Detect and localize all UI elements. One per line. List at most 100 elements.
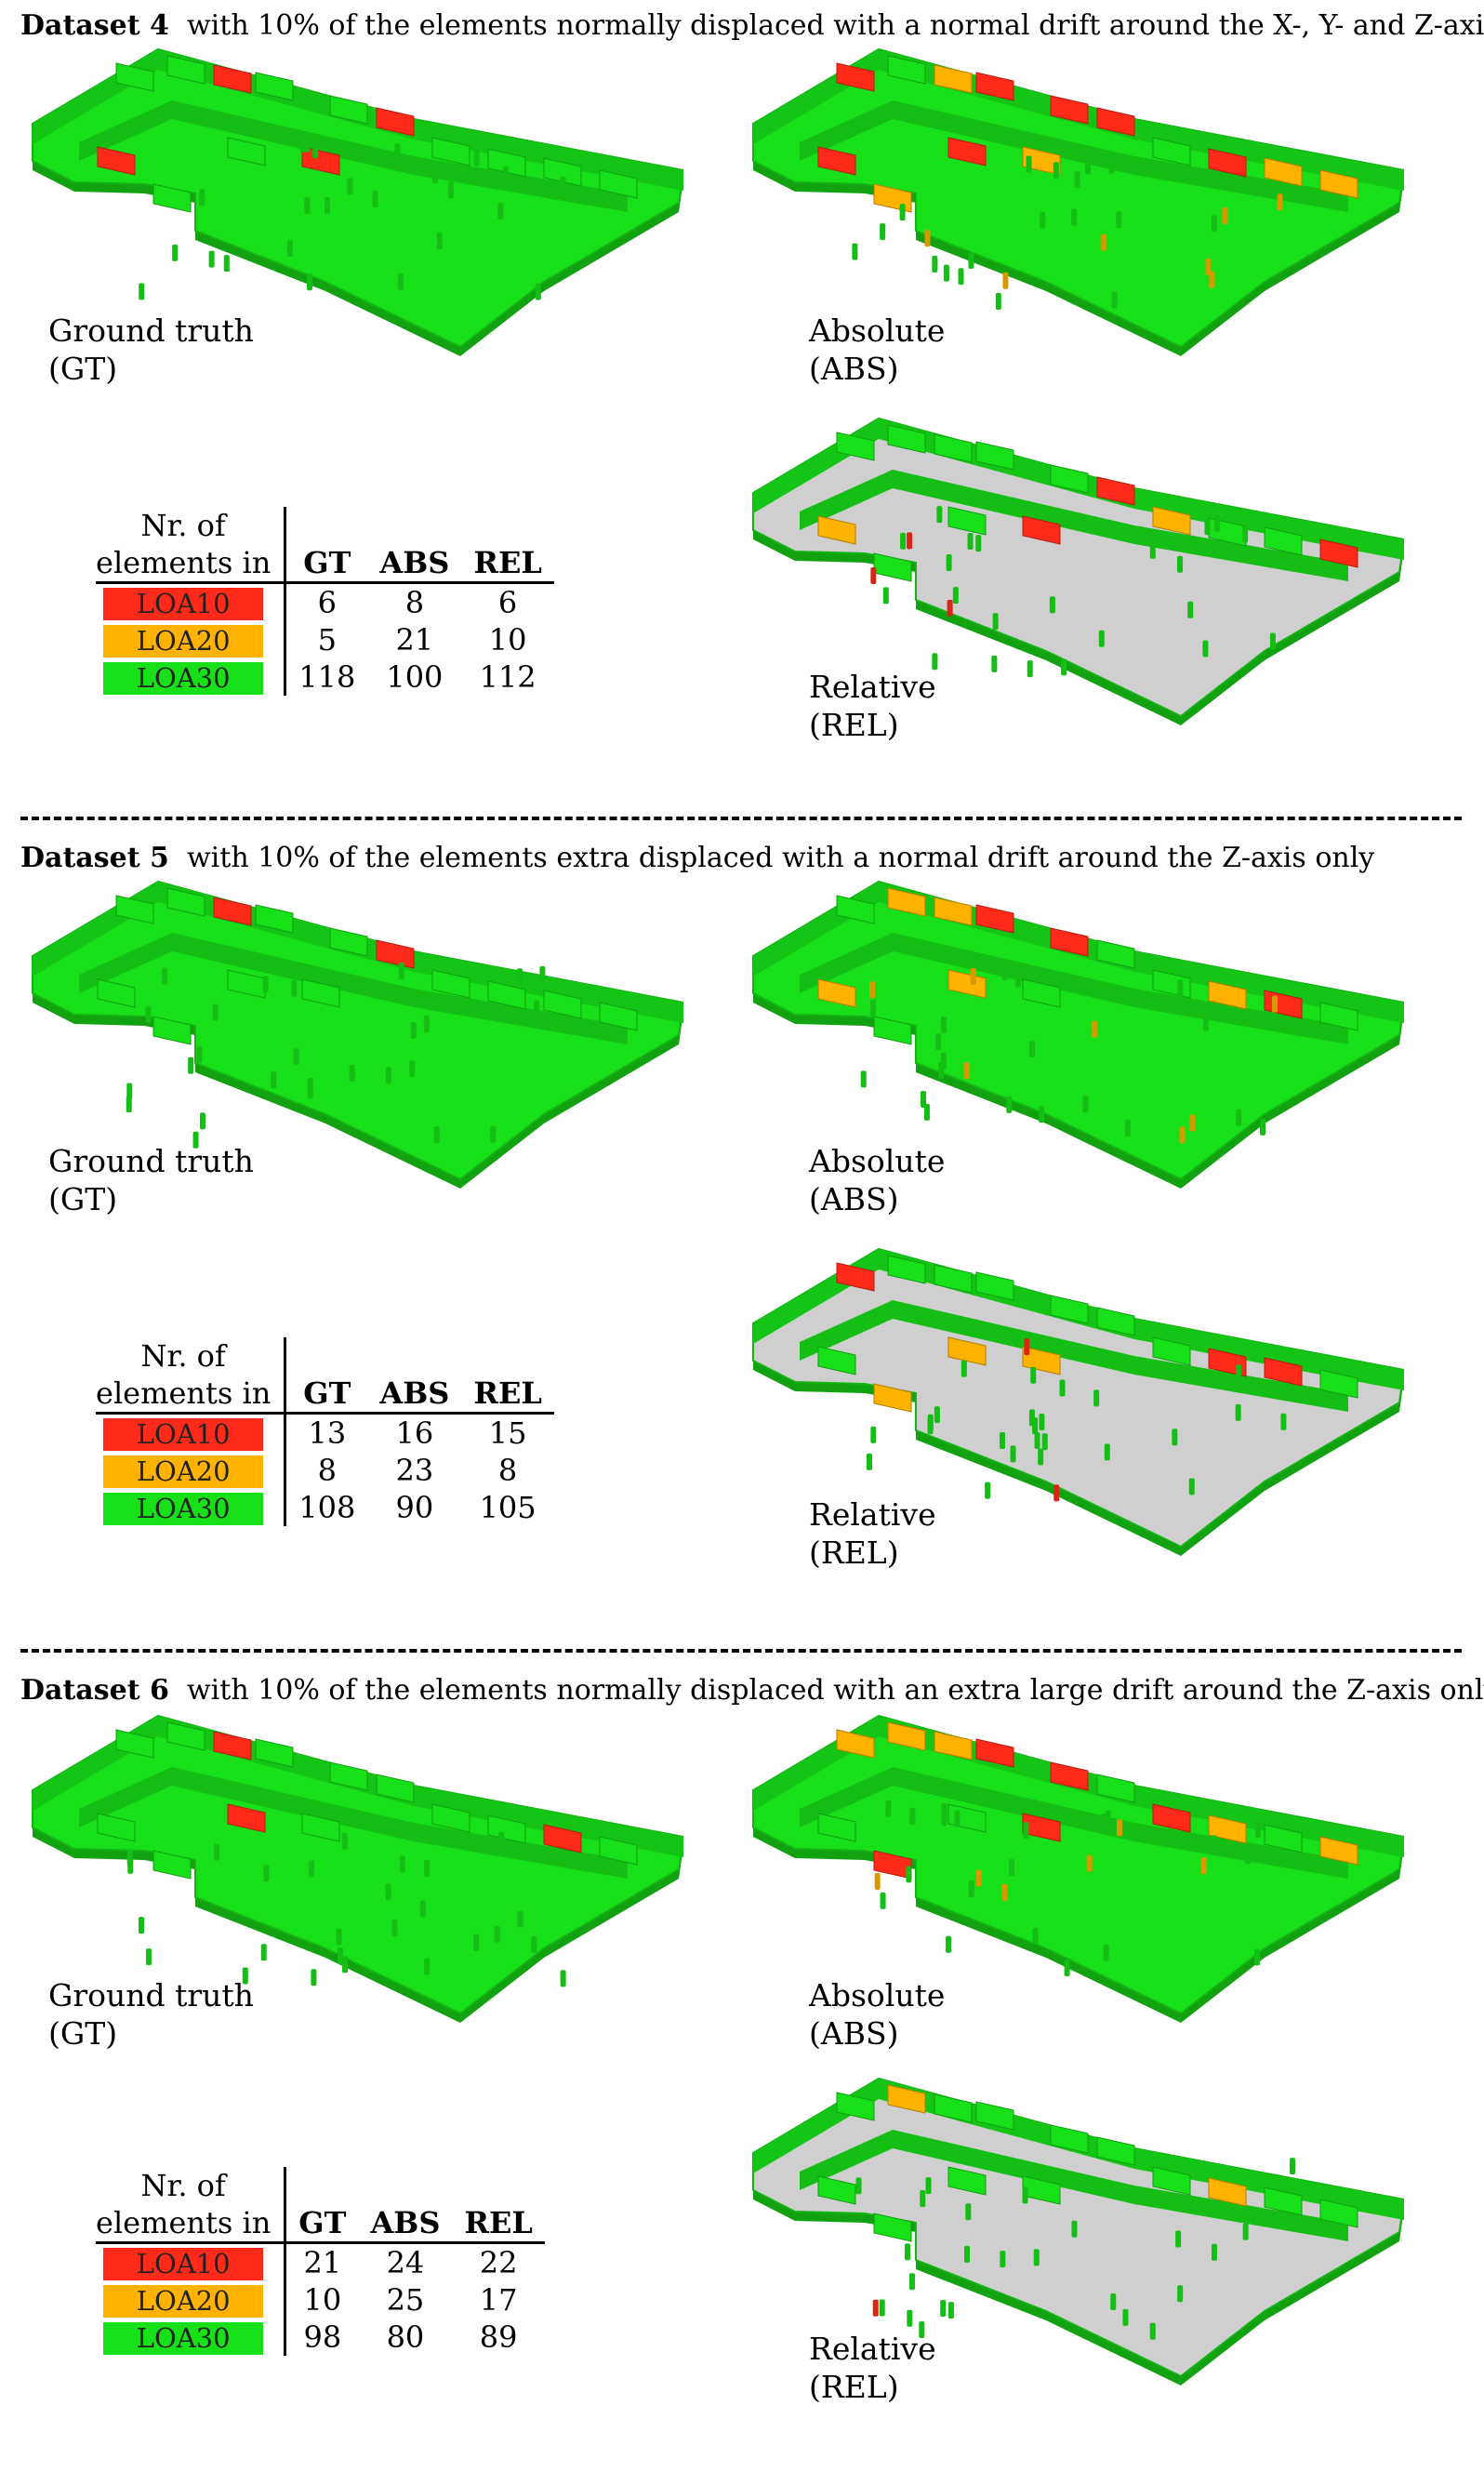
table-cell: 118 [298,659,356,695]
column [1022,2186,1028,2204]
wall-segment [1208,148,1247,178]
table-cell: 21 [303,2245,342,2280]
wall-segment [836,62,875,92]
column [1177,2285,1184,2303]
wall-segment [255,904,294,934]
loa10-swatch: LOA10 [103,588,264,620]
gt-caption: Ground truth (GT) [48,312,254,387]
corridor-wall [79,933,628,1044]
column [936,506,943,524]
wall-segment [301,146,340,176]
column [307,273,313,291]
wall-segment [1152,1803,1191,1833]
wall-segment [887,55,926,85]
column [938,1062,945,1080]
column [1010,1445,1016,1463]
column [932,653,938,671]
column [1028,1409,1035,1427]
dataset-5-section: Dataset 5 with 10% of the elements extra… [0,831,1484,1640]
wall-segment [166,887,205,917]
column [139,283,145,300]
rel-model-render [744,2074,1404,2465]
column [497,202,504,219]
wall-segment [97,978,136,1008]
column [869,981,876,999]
wall-segment [1152,506,1191,536]
column [517,968,523,986]
wall-segment [934,2093,973,2123]
col-abs: ABS [367,507,462,584]
table-cell: 80 [386,2319,425,2355]
column [1105,1810,1111,1827]
column [1269,632,1276,650]
column [934,1406,940,1424]
column [1033,2249,1040,2266]
section-divider [20,817,1462,820]
dataset-heading: Dataset 4 with 10% of the elements norma… [20,9,1484,42]
column [1084,157,1091,175]
column [975,535,982,552]
column [985,1482,991,1499]
wall-segment [975,904,1014,934]
wall-segment [115,1729,154,1759]
column [1209,271,1215,288]
wall-segment [1022,978,1061,1008]
wall-segment [934,64,973,94]
column [1177,555,1184,573]
column [1053,1484,1060,1502]
column [1205,258,1212,275]
column [927,1417,934,1435]
column [341,1832,348,1850]
column [967,532,974,550]
column [870,567,877,585]
wall-segment [227,137,266,166]
wall-segment [166,1721,205,1751]
loa20-swatch: LOA20 [103,1455,264,1488]
column [385,1067,391,1084]
wall-segment [817,515,856,545]
abs-model-render [744,877,1404,1268]
abs-caption: Absolute (ABS) [809,1143,946,1217]
column [324,196,330,214]
column [311,1969,317,1987]
column [347,178,353,195]
gt-model-render [23,45,683,435]
column [1030,1366,1037,1384]
column [1098,630,1105,647]
wall-segment [817,2175,856,2205]
wall-segment [329,95,368,125]
loa-count-table: Nr. of elements in GT ABS REL LOA10 6 8 6… [96,507,554,696]
column [992,613,999,631]
column [1254,1948,1261,1966]
wall-segment [227,969,266,999]
column [1179,1126,1186,1144]
column [908,2273,915,2291]
wall-segment [599,169,638,199]
column [879,2299,885,2317]
column [307,1082,313,1099]
column [431,166,438,184]
table-cell: 24 [386,2245,425,2280]
wall-segment [1050,464,1089,494]
table-cell: 105 [479,1490,537,1525]
column [947,2302,954,2319]
column [1211,1835,1217,1853]
column [1235,1403,1241,1421]
column [1100,1814,1106,1831]
wall-segment [1319,2199,1358,2228]
column [1108,156,1115,174]
wall-segment [543,1824,582,1854]
corridor-wall [800,933,1348,1044]
col-gt: GT [285,1337,368,1415]
column [1000,1432,1006,1450]
column [940,1016,947,1033]
col-rel: REL [461,1337,554,1415]
column [312,141,319,159]
column [900,532,907,550]
column [921,1090,927,1108]
column [172,244,179,261]
column [880,223,886,241]
column [139,1917,145,1934]
wall-segment [1050,1761,1089,1791]
wall-segment [1264,526,1303,556]
